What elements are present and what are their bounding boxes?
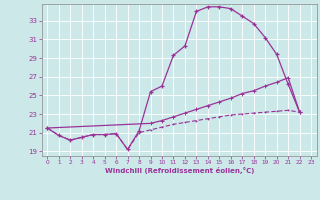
X-axis label: Windchill (Refroidissement éolien,°C): Windchill (Refroidissement éolien,°C) [105, 167, 254, 174]
